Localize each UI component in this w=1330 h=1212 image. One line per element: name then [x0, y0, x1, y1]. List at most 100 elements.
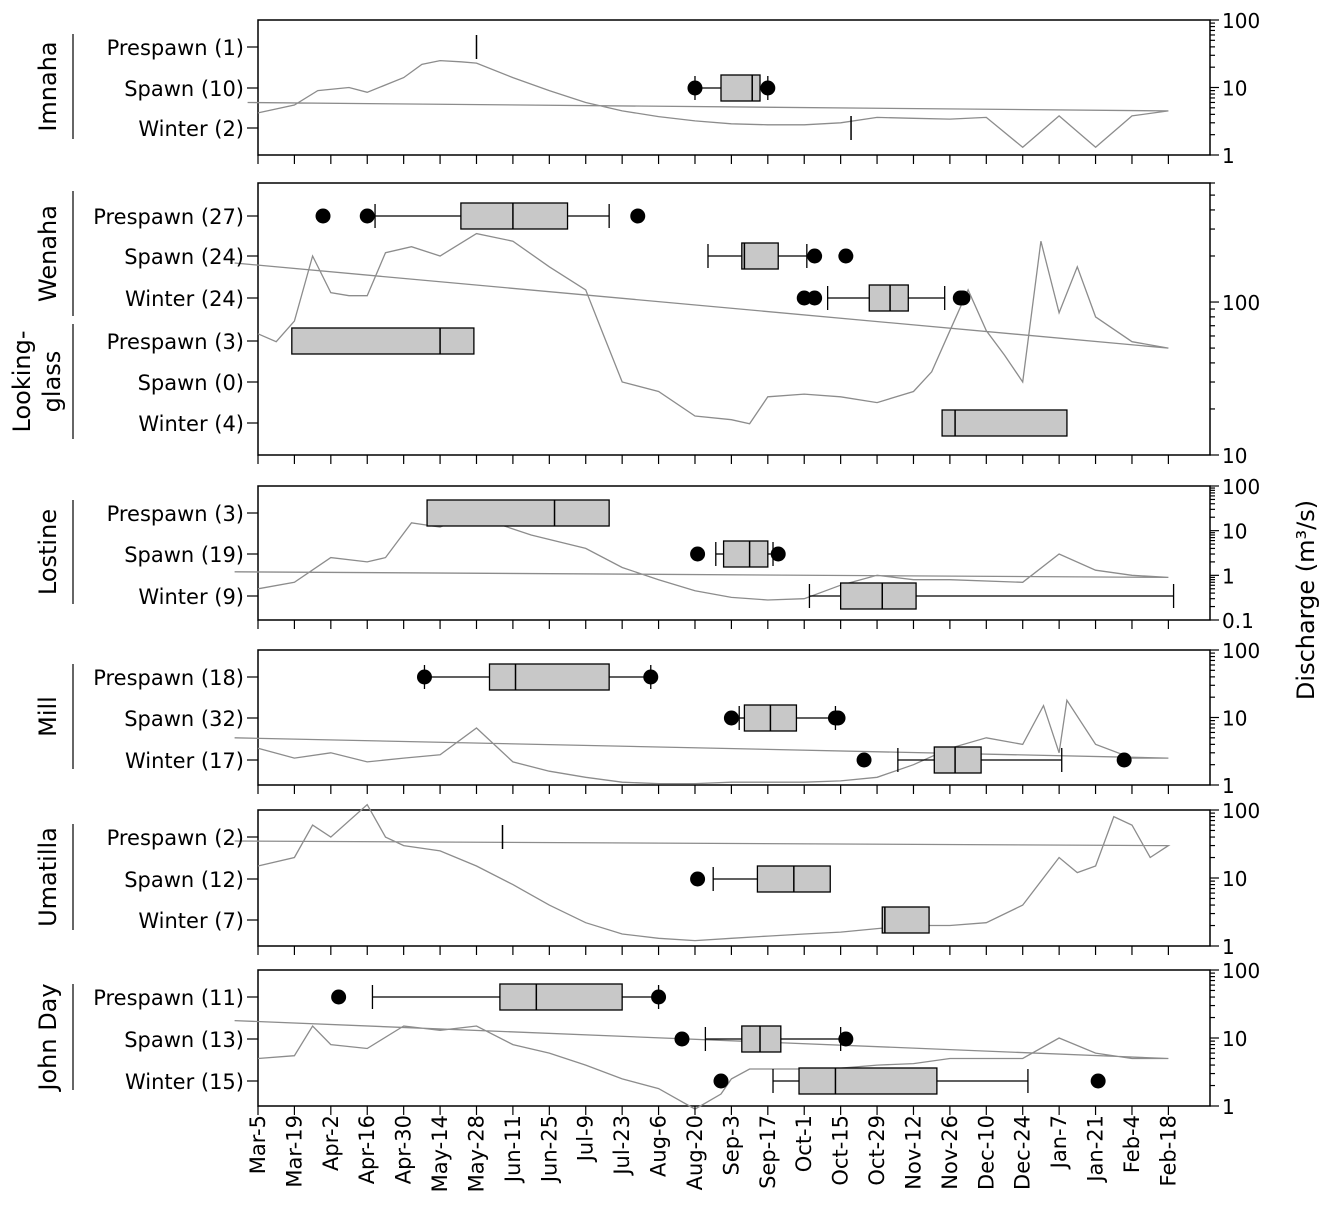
panel-name: John Day — [34, 983, 62, 1092]
row-0: Prespawn (2) — [107, 825, 504, 850]
box — [868, 284, 909, 312]
panel-0: 1 10 100 Imnaha Prespawn (1) Spawn (10) Winter… — [34, 9, 1260, 168]
outlier — [687, 80, 703, 96]
x-tick-label: Apr-30 — [392, 1115, 416, 1184]
outlier — [630, 208, 646, 224]
x-tick-label: Oct-15 — [829, 1115, 853, 1186]
panel-frame — [257, 182, 1211, 456]
box — [460, 202, 569, 230]
y-tick-label: 100 — [1222, 799, 1260, 823]
box — [839, 582, 917, 610]
x-tick-label: Dec-24 — [1011, 1115, 1035, 1190]
x-tick-label: Aug-20 — [683, 1115, 707, 1190]
x-tick-label: Jul-23 — [610, 1115, 634, 1177]
box — [941, 409, 1068, 437]
y-tick-label: 0.1 — [1222, 609, 1254, 633]
row-1: Spawn (32) — [124, 704, 846, 732]
outlier — [760, 80, 776, 96]
outlier — [856, 752, 872, 768]
outlier — [830, 710, 846, 726]
outlier — [643, 669, 659, 685]
right-axis-label: Discharge (m³/s) — [1292, 500, 1320, 700]
outlier — [955, 290, 971, 306]
x-tick-label: Apr-16 — [355, 1115, 379, 1184]
panel-5: 1 10 100 John Day Prespawn (11) Spawn (13) Win… — [34, 959, 1260, 1119]
outlier — [651, 989, 667, 1005]
panel-name: Lostine — [34, 509, 62, 595]
x-tick-label: Mar-5 — [246, 1115, 270, 1174]
row-1: Spawn (24) — [124, 242, 854, 270]
row-label: Winter (2) — [138, 117, 244, 141]
outlier — [674, 1031, 690, 1047]
y-tick-label: 100 — [1222, 475, 1260, 499]
row-label: Prespawn (3) — [107, 330, 244, 354]
outlier — [838, 1031, 854, 1047]
x-tick-label: Apr-2 — [319, 1115, 343, 1171]
box — [741, 1025, 782, 1053]
row-2: Winter (15) — [125, 1067, 1106, 1095]
row-5: Winter (4) — [138, 409, 1068, 437]
discharge-line — [234, 803, 1171, 942]
row-2: Winter (9) — [138, 582, 1175, 610]
x-tick-label: Nov-26 — [938, 1115, 962, 1190]
x-tick-label: Mar-19 — [282, 1115, 306, 1188]
box — [798, 1067, 938, 1095]
panel-name: Wenaha — [34, 205, 62, 302]
y-tick-label: 10 — [1222, 867, 1247, 891]
row-label: Winter (24) — [125, 287, 244, 311]
y-tick-label: 10 — [1222, 77, 1247, 101]
panels-layer: 1 10 100 Imnaha Prespawn (1) Spawn (10) Winter… — [8, 9, 1260, 1119]
row-1: Spawn (10) — [124, 74, 776, 102]
x-tick-label: May-14 — [428, 1115, 452, 1192]
panel-frame — [257, 969, 1211, 1107]
x-tick-label: Feb-4 — [1120, 1115, 1144, 1173]
box — [488, 663, 610, 691]
y-tick-label: 100 — [1222, 959, 1260, 983]
row-1: Spawn (12) — [124, 865, 831, 893]
row-2: Winter (7) — [138, 906, 930, 934]
panel-name: glass — [38, 351, 66, 413]
row-label: Spawn (19) — [124, 543, 244, 567]
box — [741, 242, 779, 270]
outlier — [315, 208, 331, 224]
x-tick-label: Jan-21 — [1084, 1115, 1108, 1184]
discharge-line — [247, 59, 1169, 149]
row-1: Spawn (13) — [124, 1025, 854, 1053]
outlier — [1090, 1073, 1106, 1089]
box — [291, 327, 475, 355]
y-tick-label: 10 — [1222, 1027, 1247, 1051]
y-tick-label: 1 — [1222, 564, 1235, 588]
panel-frame — [257, 809, 1211, 947]
y-tick-label: 1 — [1222, 144, 1235, 168]
outlier — [416, 669, 432, 685]
row-0: Prespawn (3) — [107, 499, 610, 527]
panel-1: 10 100 Wenaha Looking-glass Prespawn (27) Spa… — [8, 182, 1260, 468]
discharge-line — [234, 698, 1169, 785]
row-label: Winter (7) — [138, 909, 244, 933]
row-label: Winter (4) — [138, 412, 244, 436]
x-tick-label: Jul-9 — [574, 1115, 598, 1163]
row-label: Winter (9) — [138, 585, 244, 609]
x-tick-label: Oct-29 — [865, 1115, 889, 1186]
y-tick-label: 10 — [1222, 444, 1247, 468]
row-0: Prespawn (11) — [93, 983, 667, 1011]
x-tick-label: Aug-6 — [647, 1115, 671, 1177]
box — [499, 983, 623, 1011]
x-tick-label: Jun-25 — [537, 1115, 561, 1184]
panel-name: Umatilla — [34, 827, 62, 927]
panel-3: 1 10 100 Mill Prespawn (18) Spawn (32) Winter … — [34, 639, 1260, 798]
row-label: Spawn (0) — [138, 371, 244, 395]
outlier — [723, 710, 739, 726]
discharge-line — [234, 1019, 1169, 1110]
outlier — [838, 248, 854, 264]
x-tick-label: Feb-18 — [1156, 1115, 1180, 1186]
box — [720, 74, 761, 102]
y-tick-label: 1 — [1222, 935, 1235, 959]
row-2: Winter (24) — [125, 284, 971, 312]
y-tick-label: 100 — [1222, 9, 1260, 33]
panel-name: Mill — [34, 696, 62, 737]
panel-2: 0.1 1 10 100 Lostine Prespawn (3) Spawn (19) Wi… — [34, 475, 1260, 633]
outlier — [359, 208, 375, 224]
panel-name: Looking- — [8, 331, 36, 433]
